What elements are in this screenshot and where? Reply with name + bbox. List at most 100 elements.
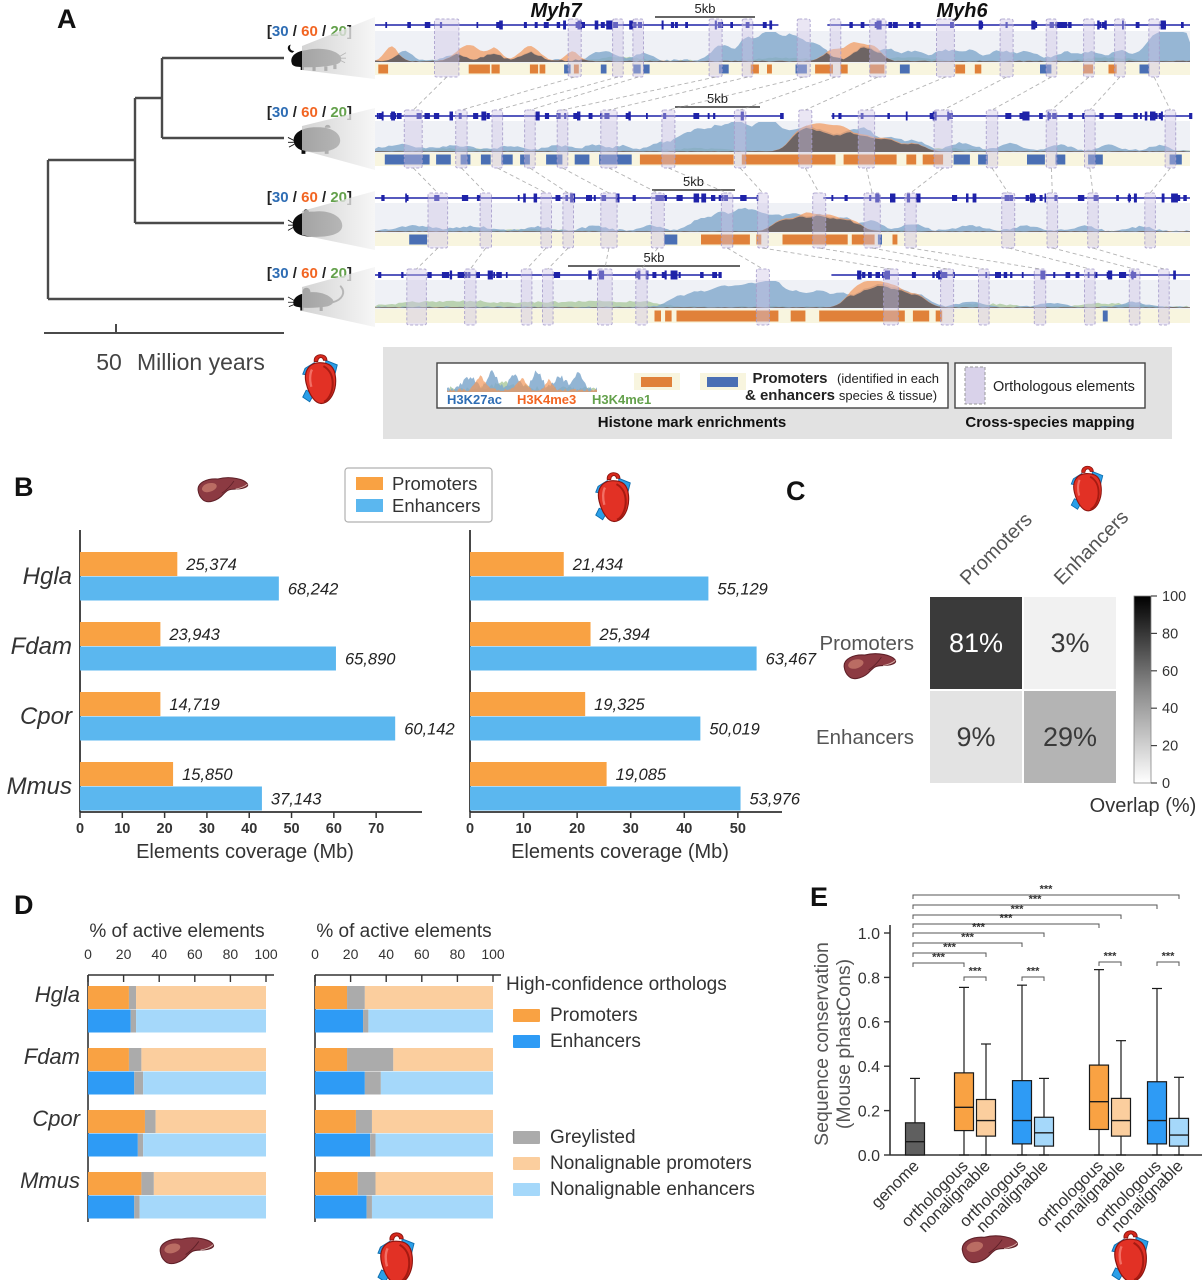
promoter-segment-heart-Hgla (315, 986, 348, 1009)
promoter-segment-heart-Fdam (393, 1048, 493, 1071)
svg-text:29%: 29% (1043, 722, 1097, 752)
liver-icon (197, 477, 249, 503)
svg-text:Elements coverage (Mb): Elements coverage (Mb) (511, 841, 729, 863)
colorbar (1133, 595, 1152, 784)
svg-text:Promoters: Promoters (956, 509, 1037, 590)
svg-text:14,719: 14,719 (169, 696, 219, 714)
svg-text:***: *** (1027, 966, 1041, 978)
svg-text:Overlap (%): Overlap (%) (1090, 795, 1197, 817)
enhancer-segment-liver-Mmus (134, 1195, 140, 1219)
svg-text:0: 0 (84, 946, 92, 962)
panel-c-overlap-heatmap: 81% 3%9% 29%Promoters EnhancersPromotersEnh… (816, 465, 1197, 817)
svg-text:20: 20 (569, 821, 585, 837)
svg-text:1.0: 1.0 (858, 926, 880, 943)
svg-text:81%: 81% (949, 628, 1003, 658)
svg-text:60: 60 (187, 946, 203, 962)
svg-text:100: 100 (1162, 589, 1186, 605)
enhancer-bar-liver-Mmus (80, 786, 262, 811)
heatmap-cell-Enhancers-Promoters (928, 689, 1024, 785)
promoter-segment-liver-Hgla (136, 986, 266, 1009)
panel-d-label: D (14, 890, 34, 920)
svg-text:Elements coverage (Mb): Elements coverage (Mb) (136, 841, 354, 863)
svg-text:Cpor: Cpor (20, 703, 73, 730)
species-track-row-naked-mole-rat: [30 / 60 / 20]5kb (267, 1, 1190, 79)
svg-text:***: *** (1162, 951, 1176, 963)
enhancer-segment-liver-Hgla (130, 1009, 137, 1033)
heatmap-cell-Promoters-Promoters (928, 595, 1024, 691)
svg-text:(identified in each: (identified in each (837, 371, 939, 386)
svg-text:(Mouse phastCons): (Mouse phastCons) (833, 959, 855, 1129)
panel-c-label: C (786, 476, 806, 506)
boxplot-liver-nonalignable (1033, 1077, 1055, 1156)
promoter-segment-heart-Fdam (347, 1048, 394, 1071)
enhancer-segment-liver-Cpor (143, 1133, 266, 1157)
liver-icon (961, 1235, 1018, 1264)
boxplot-liver-nonalignable (975, 1043, 997, 1156)
svg-text:25,374: 25,374 (185, 556, 236, 574)
boxplot-liver-orthologous (953, 986, 975, 1156)
svg-text:0: 0 (1162, 776, 1170, 792)
svg-text:Hgla: Hgla (23, 563, 72, 590)
enhancer-bar-heart-Mmus (470, 786, 741, 811)
svg-text:0: 0 (311, 946, 319, 962)
panel-e-label: E (810, 882, 829, 912)
enhancer-bar-liver-Fdam (80, 646, 336, 671)
promoter-bar-liver-Mmus (80, 762, 174, 786)
panel-a-genome-tracks: 50 Million years Myh7 Myh6 [30 / 60 / 20] 5kb… (44, 0, 1193, 439)
svg-text:20: 20 (157, 821, 173, 837)
svg-text:21,434: 21,434 (572, 556, 623, 574)
promoter-segment-liver-Fdam (128, 1048, 142, 1071)
enhancer-segment-liver-Cpor (88, 1133, 138, 1157)
svg-text:19,325: 19,325 (594, 696, 645, 714)
svg-text:Enhancers: Enhancers (816, 726, 914, 749)
boxplot-heart-orthologous (1146, 987, 1168, 1156)
promoter-segment-heart-Hgla (364, 986, 493, 1009)
svg-text:10: 10 (114, 821, 130, 837)
promoter-bar-heart-Mmus (470, 762, 607, 786)
enhancer-segment-heart-Cpor (315, 1133, 371, 1157)
promoter-segment-heart-Cpor (315, 1110, 356, 1133)
svg-text:40: 40 (1162, 701, 1178, 717)
svg-text:20: 20 (343, 946, 359, 962)
svg-text:***: *** (1029, 894, 1043, 906)
svg-text:Histone mark enrichments: Histone mark enrichments (598, 414, 786, 431)
svg-text:Sequence conservation: Sequence conservation (811, 942, 833, 1146)
svg-text:H3K27ac: H3K27ac (447, 392, 502, 407)
promoter-segment-liver-Mmus (153, 1172, 266, 1195)
svg-text:Cpor: Cpor (32, 1106, 81, 1131)
svg-text:60,142: 60,142 (404, 721, 454, 739)
svg-text:***: *** (943, 942, 957, 954)
promoter-segment-liver-Fdam (88, 1048, 129, 1071)
svg-text:Cross-species mapping: Cross-species mapping (965, 414, 1134, 431)
svg-text:23,943: 23,943 (168, 626, 220, 644)
enhancer-segment-liver-Mmus (139, 1195, 266, 1219)
enhancer-segment-liver-Fdam (134, 1071, 144, 1095)
boxplot-heart-nonalignable (1110, 1040, 1132, 1156)
promoter-segment-heart-Mmus (375, 1172, 493, 1195)
svg-text:Promoters: Promoters (819, 632, 914, 655)
svg-text:% of active elements: % of active elements (89, 921, 264, 942)
enhancer-segment-liver-Cpor (137, 1133, 144, 1157)
promoter-bar-liver-Fdam (80, 622, 161, 646)
liver-icon (843, 653, 897, 680)
enhancer-segment-liver-Fdam (88, 1071, 135, 1095)
heatmap-cell-Enhancers-Enhancers (1022, 689, 1118, 785)
svg-text:0.2: 0.2 (858, 1104, 880, 1121)
promoter-bar-liver-Hgla (80, 552, 178, 576)
liver-icon (159, 1237, 215, 1265)
promoter-segment-liver-Cpor (144, 1110, 156, 1133)
svg-text:40: 40 (676, 821, 692, 837)
svg-text:15,850: 15,850 (182, 766, 233, 784)
svg-text:Enhancers: Enhancers (1050, 506, 1133, 589)
svg-text:Mmus: Mmus (20, 1168, 80, 1193)
enhancer-bar-heart-Hgla (470, 576, 709, 601)
svg-text:5kb: 5kb (707, 91, 728, 106)
boxplot-heart-nonalignable (1168, 1076, 1190, 1156)
promoter-segment-liver-Hgla (128, 986, 137, 1009)
panel-d-stacked-bars: % of active elements 0 20 40 60 80 100 Hgla Fdam… (20, 921, 755, 1280)
svg-text:Fdam: Fdam (24, 1044, 80, 1069)
heart-icon (302, 354, 338, 405)
svg-text:Hgla: Hgla (35, 982, 80, 1007)
enhancer-segment-heart-Fdam (315, 1071, 365, 1095)
